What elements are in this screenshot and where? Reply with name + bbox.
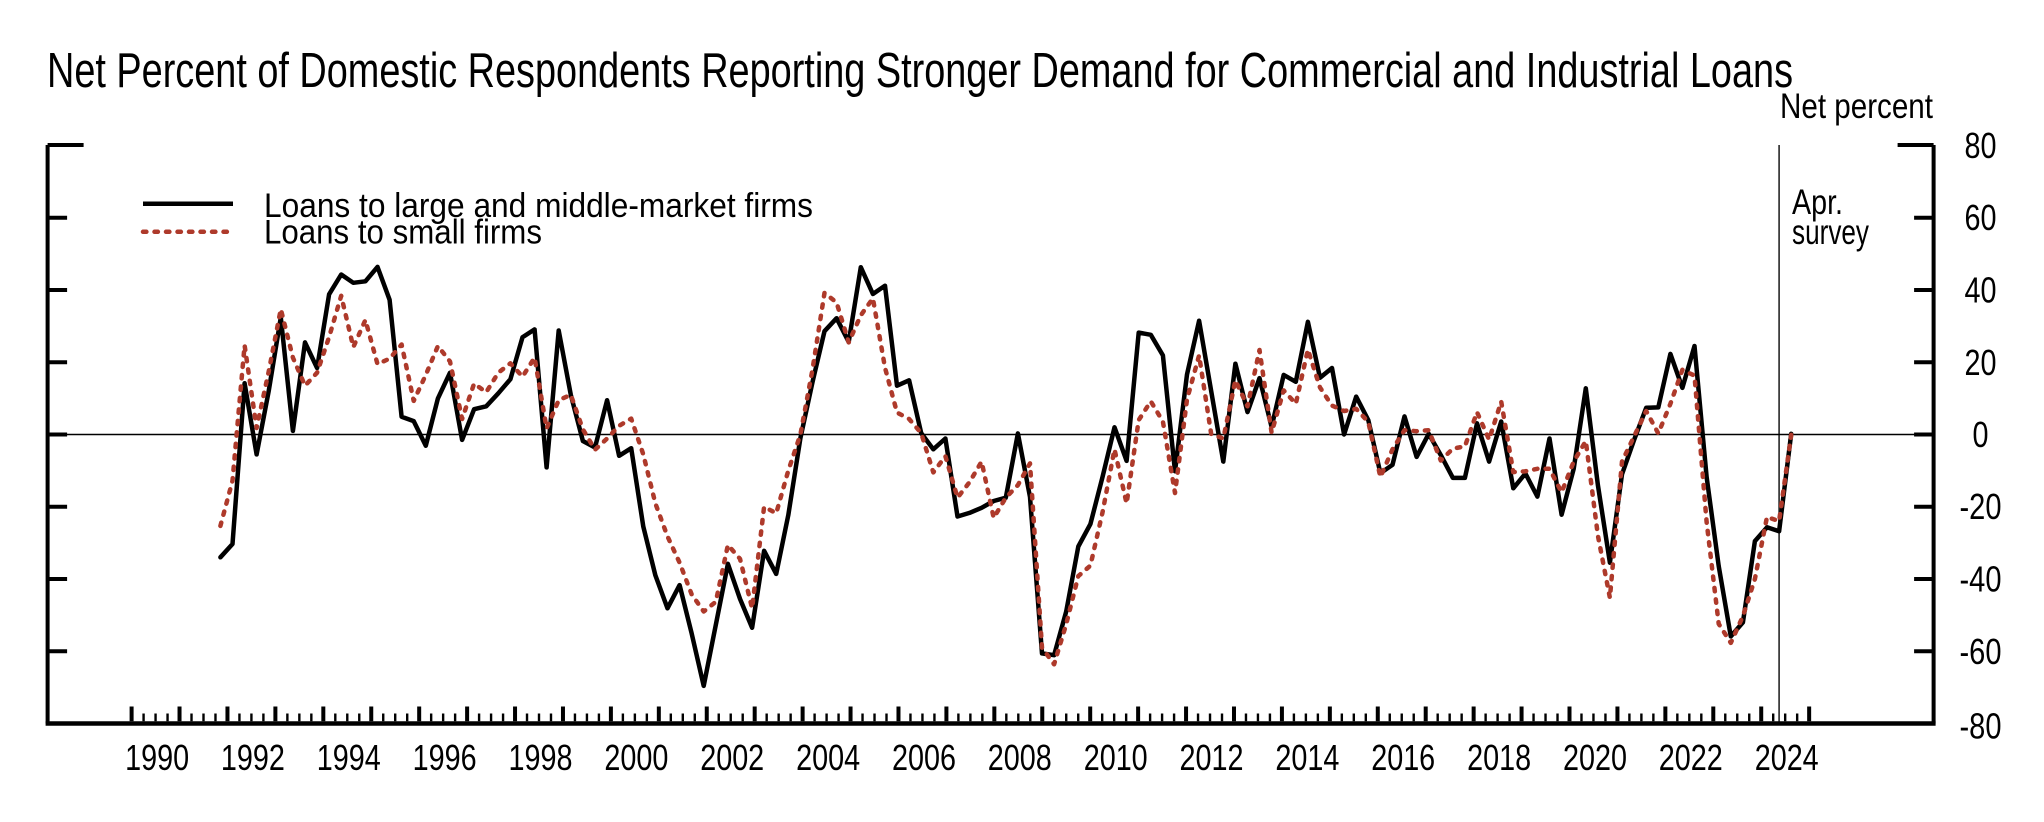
svg-text:1990: 1990 — [125, 737, 189, 778]
svg-text:2000: 2000 — [604, 737, 668, 778]
svg-text:2006: 2006 — [892, 737, 956, 778]
svg-text:1998: 1998 — [509, 737, 573, 778]
svg-text:-20: -20 — [1960, 486, 2002, 527]
svg-text:Net Percent of Domestic Respon: Net Percent of Domestic Respondents Repo… — [47, 43, 1793, 98]
svg-text:2018: 2018 — [1467, 737, 1531, 778]
svg-text:Net percent: Net percent — [1780, 87, 1933, 126]
svg-text:20: 20 — [1965, 342, 1997, 383]
svg-text:1994: 1994 — [317, 737, 381, 778]
svg-text:2010: 2010 — [1084, 737, 1148, 778]
svg-text:Loans to small firms: Loans to small firms — [264, 214, 542, 252]
svg-text:-80: -80 — [1960, 706, 2002, 747]
svg-text:survey: survey — [1792, 213, 1869, 252]
svg-text:1996: 1996 — [413, 737, 477, 778]
svg-text:80: 80 — [1965, 125, 1997, 166]
svg-text:Apr.: Apr. — [1792, 183, 1843, 222]
svg-text:Loans to large and middle-mark: Loans to large and middle-market firms — [264, 187, 813, 225]
svg-text:2004: 2004 — [796, 737, 860, 778]
svg-text:2008: 2008 — [988, 737, 1052, 778]
svg-text:0: 0 — [1973, 414, 1989, 455]
svg-text:-40: -40 — [1960, 559, 2002, 600]
svg-text:60: 60 — [1965, 197, 1997, 238]
svg-text:2022: 2022 — [1659, 737, 1723, 778]
svg-text:2024: 2024 — [1755, 737, 1819, 778]
svg-text:-60: -60 — [1960, 631, 2002, 672]
svg-text:2020: 2020 — [1563, 737, 1627, 778]
svg-text:1992: 1992 — [221, 737, 285, 778]
svg-text:2016: 2016 — [1371, 737, 1435, 778]
svg-text:40: 40 — [1965, 270, 1997, 311]
svg-text:2014: 2014 — [1275, 737, 1339, 778]
svg-text:2012: 2012 — [1180, 737, 1244, 778]
svg-text:2002: 2002 — [700, 737, 764, 778]
